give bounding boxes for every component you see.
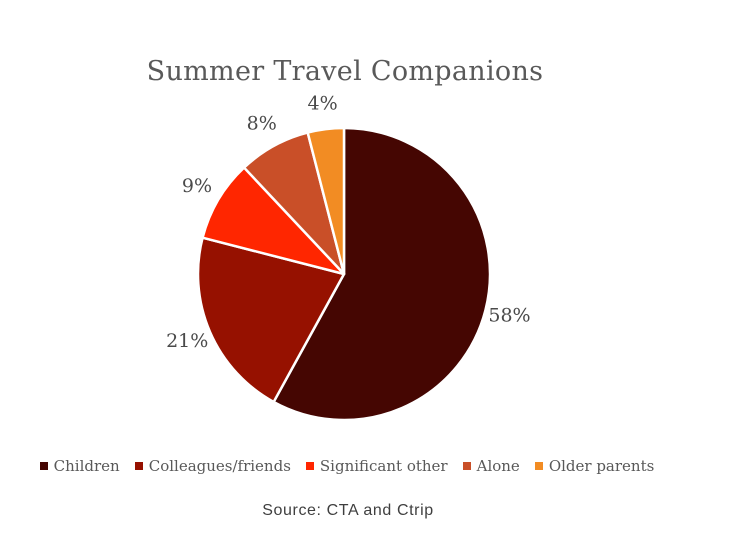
legend: Children Colleagues/friends Significant ot…: [0, 457, 694, 475]
legend-item-colleagues-friends: Colleagues/friends: [134, 457, 291, 475]
pie-slice-colleagues-friends: [196, 236, 346, 404]
data-label-older-parents: 4%: [308, 93, 338, 115]
legend-item-children: Children: [39, 457, 120, 475]
legend-item-older-parents: Older parents: [534, 457, 655, 475]
pie-slice-older-parents: [306, 126, 346, 276]
legend-marker-colleagues-friends: [134, 462, 143, 470]
data-label-children: 58%: [488, 305, 530, 327]
pie-slice-children: [272, 126, 492, 422]
source-note: Source: CTA and Ctrip: [262, 502, 434, 519]
legend-marker-alone: [462, 462, 471, 470]
legend-label-children: Children: [53, 457, 120, 475]
chart-title: Summer Travel Companions: [146, 56, 544, 87]
legend-label-older-parents: Older parents: [548, 457, 655, 475]
data-label-significant-other: 9%: [182, 175, 212, 197]
legend-label-alone: Alone: [476, 457, 520, 475]
legend-item-alone: Alone: [462, 457, 520, 475]
legend-item-significant-other: Significant other: [305, 457, 448, 475]
pie-slice-significant-other: [201, 166, 346, 276]
data-label-alone: 8%: [247, 112, 277, 134]
legend-marker-older-parents: [534, 462, 543, 470]
data-label-colleagues-friends: 21%: [166, 330, 208, 352]
legend-marker-children: [39, 462, 48, 470]
legend-marker-significant-other: [305, 462, 314, 470]
legend-label-significant-other: Significant other: [319, 457, 448, 475]
legend-label-colleagues-friends: Colleagues/friends: [148, 457, 291, 475]
